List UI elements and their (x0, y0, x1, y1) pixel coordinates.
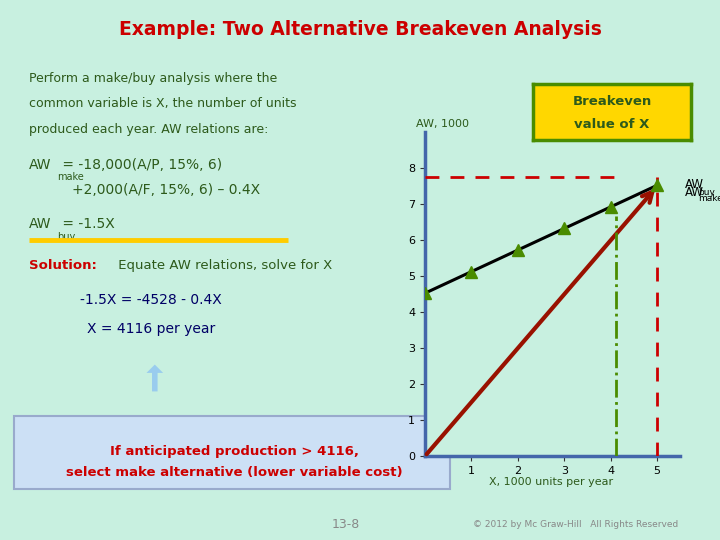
Text: value of X: value of X (575, 118, 649, 131)
Text: Perform a make/buy analysis where the: Perform a make/buy analysis where the (29, 72, 277, 85)
Text: 13-8: 13-8 (331, 518, 360, 531)
Text: select make alternative (lower variable cost): select make alternative (lower variable … (66, 466, 402, 479)
Text: buy: buy (698, 188, 715, 197)
Text: make: make (698, 194, 720, 204)
Text: If anticipated production > 4116,: If anticipated production > 4116, (109, 446, 359, 458)
Text: X, 1000 units per year: X, 1000 units per year (489, 477, 613, 487)
Text: © 2012 by Mc Graw-Hill   All Rights Reserved: © 2012 by Mc Graw-Hill All Rights Reserv… (473, 521, 679, 529)
FancyBboxPatch shape (14, 416, 450, 489)
Text: make: make (58, 172, 84, 182)
Text: AW: AW (29, 158, 51, 172)
Text: AW: AW (685, 186, 704, 199)
Text: AW, 1000: AW, 1000 (416, 119, 469, 129)
Text: AW: AW (29, 217, 51, 231)
Text: X = 4116 per year: X = 4116 per year (87, 322, 215, 336)
Text: common variable is X, the number of units: common variable is X, the number of unit… (29, 97, 297, 110)
Text: Equate AW relations, solve for X: Equate AW relations, solve for X (114, 259, 332, 272)
Text: buy: buy (58, 232, 76, 241)
Text: produced each year. AW relations are:: produced each year. AW relations are: (29, 123, 268, 136)
Text: = -1.5X: = -1.5X (58, 217, 114, 231)
Text: Example: Two Alternative Breakeven Analysis: Example: Two Alternative Breakeven Analy… (119, 20, 601, 39)
Text: $/year: $/year (425, 133, 461, 143)
Text: = -18,000(A/P, 15%, 6): = -18,000(A/P, 15%, 6) (58, 158, 222, 172)
Text: -1.5X = -4528 - 0.4X: -1.5X = -4528 - 0.4X (81, 293, 222, 307)
Text: Solution:: Solution: (29, 259, 96, 272)
Text: AW: AW (685, 178, 704, 191)
Text: Breakeven: Breakeven (572, 96, 652, 109)
Text: +2,000(A/F, 15%, 6) – 0.4X: +2,000(A/F, 15%, 6) – 0.4X (72, 183, 260, 197)
